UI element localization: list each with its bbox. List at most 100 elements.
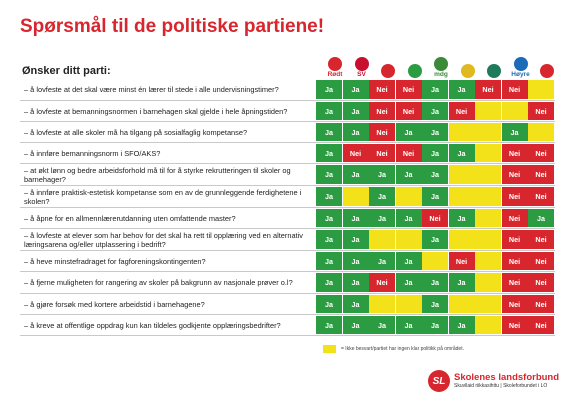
answer-cell-v xyxy=(475,252,501,270)
answer-cell-frp: Nei xyxy=(528,252,554,270)
answer-cell-sv: Ja xyxy=(342,295,369,313)
answer-cell-sp: Ja xyxy=(395,209,422,227)
answer-cell-krf xyxy=(448,123,475,141)
answer-cell-ap xyxy=(369,295,395,313)
answer-cell-høyre: Nei xyxy=(501,230,528,249)
answer-cell-rødt: Ja xyxy=(316,295,342,313)
answer-cell-v xyxy=(475,209,501,227)
answer-cell-frp xyxy=(528,80,554,99)
answer-cell-ap: Ja xyxy=(369,209,395,227)
krf-logo-icon xyxy=(455,54,481,78)
hoyre-logo-icon: Høyre xyxy=(508,54,534,78)
footer-logo: SL Skolenes landsforbund Skuvllaid riikk… xyxy=(428,370,559,392)
answer-cell-v xyxy=(475,230,501,249)
answer-cell-v xyxy=(475,144,501,162)
answer-cell-rødt: Ja xyxy=(316,187,342,206)
question-text: – at økt lønn og bedre arbeidsforhold må… xyxy=(24,165,291,184)
table-row: – å innføre praktisk-estetisk kompetanse… xyxy=(20,186,555,208)
party-mark xyxy=(487,64,501,78)
sv-logo-icon: SV xyxy=(349,54,375,78)
question-text: – å innføre praktisk-estetisk kompetanse… xyxy=(24,187,302,206)
answer-cell-mdg: Ja xyxy=(422,123,448,141)
answer-cell-rødt: Ja xyxy=(316,144,342,162)
mdg-logo-icon: mdg xyxy=(428,54,454,78)
organization-name: Skolenes landsforbund xyxy=(454,371,560,383)
answer-cell-ap: Ja xyxy=(369,187,395,206)
table-row: – å heve minstefradraget for fagforening… xyxy=(20,251,555,272)
answer-cell-mdg xyxy=(422,252,448,270)
answer-cell-mdg: Ja xyxy=(422,144,448,162)
answer-cell-ap: Ja xyxy=(369,165,395,184)
answer-cell-v: Nei xyxy=(475,80,501,99)
answer-cell-frp: Nei xyxy=(528,316,554,334)
answer-cell-sp: Ja xyxy=(395,123,422,141)
table-row: – å gjøre forsøk med kortere arbeidstid … xyxy=(20,294,555,315)
table-row: – å åpne for en allmennlærerutdanning ut… xyxy=(20,208,555,229)
answer-cell-v xyxy=(475,273,501,292)
answer-cell-frp: Nei xyxy=(528,102,554,120)
table-row: – å kreve at offentlige oppdrag kun kan … xyxy=(20,315,555,336)
answer-cell-sp: Nei xyxy=(395,80,422,99)
answer-cell-sv: Ja xyxy=(342,252,369,270)
table-row: – å lovfeste at elever som har behov for… xyxy=(20,229,555,251)
answer-cell-sv xyxy=(342,187,369,206)
answer-cell-rødt: Ja xyxy=(316,123,342,141)
answer-cell-frp: Nei xyxy=(528,187,554,206)
answer-cell-sp: Ja xyxy=(395,165,422,184)
answer-cell-høyre xyxy=(501,102,528,120)
answer-cell-høyre: Nei xyxy=(501,273,528,292)
answer-cell-v xyxy=(475,102,501,120)
question-text: – å gjøre forsøk med kortere arbeidstid … xyxy=(24,299,205,309)
answer-cell-ap: Nei xyxy=(369,144,395,162)
survey-table: – å lovfeste at det skal være minst én l… xyxy=(20,79,555,336)
answer-cell-sv: Ja xyxy=(342,80,369,99)
table-row: – at økt lønn og bedre arbeidsforhold må… xyxy=(20,164,555,186)
answer-cell-mdg: Ja xyxy=(422,165,448,184)
answer-cell-høyre: Nei xyxy=(501,316,528,334)
answer-cell-ap: Ja xyxy=(369,252,395,270)
skolenes-landsforbund-logo-icon: SL xyxy=(428,370,450,392)
answer-cell-krf xyxy=(448,295,475,313)
answer-cell-sp xyxy=(395,230,422,249)
answer-cell-rødt: Ja xyxy=(316,230,342,249)
answer-cell-frp: Nei xyxy=(528,273,554,292)
answer-cell-rødt: Ja xyxy=(316,316,342,334)
answer-cell-mdg: Ja xyxy=(422,230,448,249)
answer-cell-sv: Ja xyxy=(342,123,369,141)
answer-cell-ap: Ja xyxy=(369,316,395,334)
subtitle: Ønsker ditt parti: xyxy=(22,65,111,77)
answer-cell-mdg: Ja xyxy=(422,102,448,120)
answer-cell-sv: Ja xyxy=(342,273,369,292)
question-text: – å fjerne muligheten for rangering av s… xyxy=(24,278,293,287)
answer-cell-sp: Ja xyxy=(395,273,422,292)
answer-cell-sv: Ja xyxy=(342,209,369,227)
answer-cell-mdg: Nei xyxy=(422,209,448,227)
answer-cell-krf: Nei xyxy=(448,102,475,120)
party-mark xyxy=(354,57,369,71)
party-mark xyxy=(381,64,395,78)
legend-text: = Ikke besvart/partiet har ingen klar po… xyxy=(341,346,464,352)
answer-cell-sp xyxy=(395,187,422,206)
answer-cell-sp xyxy=(395,295,422,313)
party-mark xyxy=(540,64,554,78)
answer-cell-v xyxy=(475,295,501,313)
question-text: – å heve minstefradraget for fagforening… xyxy=(24,256,206,266)
answer-cell-høyre: Nei xyxy=(501,252,528,270)
answer-cell-rødt: Ja xyxy=(316,209,342,227)
answer-cell-frp: Nei xyxy=(528,295,554,313)
question-text: – å lovfeste at det skal være minst én l… xyxy=(24,85,279,94)
answer-cell-sv: Ja xyxy=(342,316,369,334)
sp-logo-icon xyxy=(402,54,428,78)
party-label: mdg xyxy=(434,71,448,78)
answer-cell-høyre: Nei xyxy=(501,187,528,206)
answer-cell-sv: Ja xyxy=(342,165,369,184)
party-mark xyxy=(407,64,422,78)
answer-cell-høyre: Nei xyxy=(501,80,528,99)
answer-cell-mdg: Ja xyxy=(422,316,448,334)
answer-cell-v xyxy=(475,123,501,141)
table-row: – å lovfeste at det skal være minst én l… xyxy=(20,79,555,101)
answer-cell-mdg: Ja xyxy=(422,273,448,292)
answer-cell-mdg: Ja xyxy=(422,80,448,99)
answer-cell-frp: Ja xyxy=(528,209,554,227)
table-row: – å fjerne muligheten for rangering av s… xyxy=(20,272,555,294)
